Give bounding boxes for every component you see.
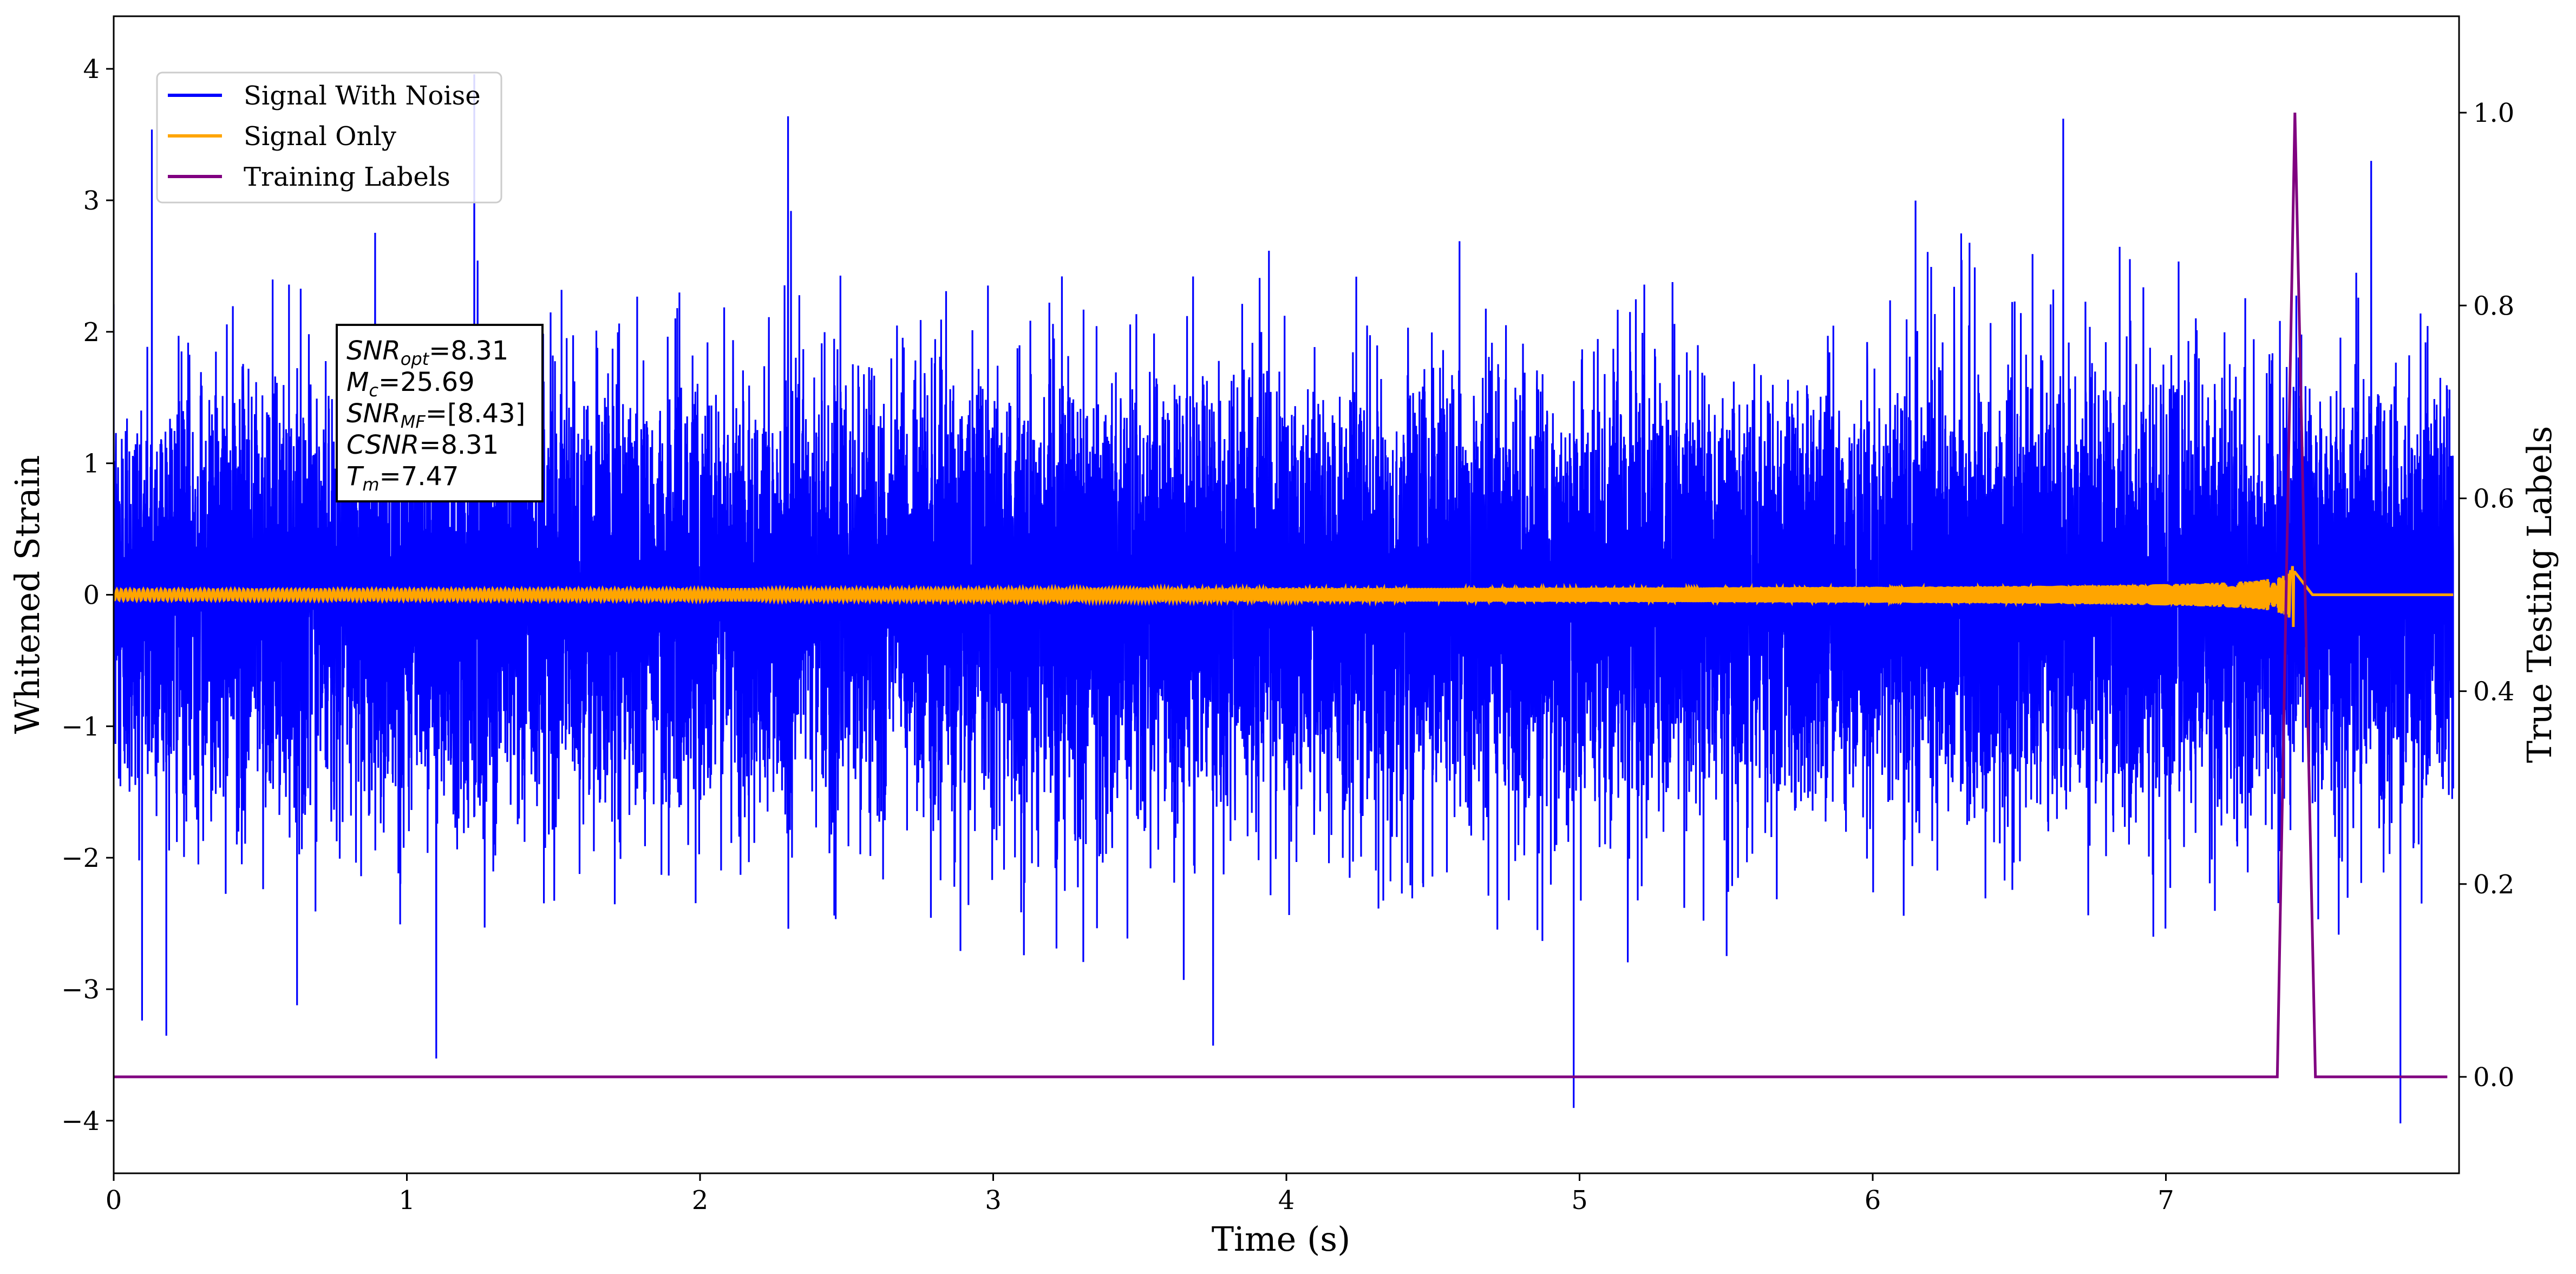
legend-label-signal-only: Signal Only [244, 121, 396, 152]
annotation-line: SNRMF=[8.43] [346, 398, 525, 432]
y-axis-left: −4 −3 −2 −1 0 1 2 3 4 [61, 54, 114, 1136]
x-tick-label: 2 [692, 1185, 709, 1216]
annotation-line: Tm=7.47 [346, 461, 459, 495]
series-training-labels [114, 113, 2448, 1079]
y2-tick-label: 0.0 [2473, 1062, 2514, 1093]
y-tick-label: −4 [61, 1106, 100, 1136]
y-tick-label: −2 [61, 843, 100, 873]
y-tick-label: 0 [83, 580, 100, 611]
y2-axis-title: True Testing Labels [2520, 426, 2559, 763]
x-tick-label: 0 [106, 1185, 122, 1216]
annotation-line: SNRopt=8.31 [346, 336, 508, 369]
legend-label-training-labels: Training Labels [244, 162, 450, 192]
signal-line [114, 566, 2454, 628]
annotation-line: Mc=25.69 [346, 367, 475, 401]
x-tick-label: 3 [985, 1185, 1002, 1216]
y-axis-right: 0.0 0.2 0.4 0.6 0.8 1.0 [2459, 98, 2514, 1093]
y-tick-label: −1 [61, 711, 100, 742]
series-signal-with-noise [114, 74, 2454, 1123]
y-axis-title: Whitened Strain [8, 455, 47, 734]
y-tick-label: −3 [61, 975, 100, 1005]
x-axis-title: Time (s) [1212, 1219, 1351, 1259]
legend-label-signal-with-noise: Signal With Noise [244, 81, 481, 111]
y2-tick-label: 1.0 [2473, 98, 2514, 128]
x-tick-label: 5 [1571, 1185, 1588, 1216]
y2-tick-label: 0.2 [2473, 870, 2514, 900]
y-tick-label: 3 [83, 186, 100, 216]
series-signal-only [114, 566, 2454, 628]
noise-line [114, 74, 2454, 1123]
annotation-line: CSNR=8.31 [346, 430, 499, 460]
y2-tick-label: 0.6 [2473, 484, 2514, 514]
legend-box [156, 71, 502, 204]
y-tick-label: 4 [83, 54, 100, 84]
annotation-box: SNRopt=8.31Mc=25.69SNRMF=[8.43]CSNR=8.31… [336, 324, 544, 502]
y-tick-label: 1 [83, 449, 100, 479]
y2-tick-label: 0.8 [2473, 291, 2514, 321]
annotation-frame [336, 324, 544, 502]
y2-tick-label: 0.4 [2473, 677, 2514, 707]
legend: Signal With Noise Signal Only Training L… [156, 71, 502, 204]
x-tick-label: 7 [2157, 1185, 2174, 1216]
x-axis: 0 1 2 3 4 5 6 7 [106, 1173, 2174, 1216]
x-tick-label: 4 [1278, 1185, 1295, 1216]
x-tick-label: 6 [1865, 1185, 1881, 1216]
labels-line [114, 113, 2448, 1079]
x-tick-label: 1 [398, 1185, 415, 1216]
y-tick-label: 2 [83, 317, 100, 348]
